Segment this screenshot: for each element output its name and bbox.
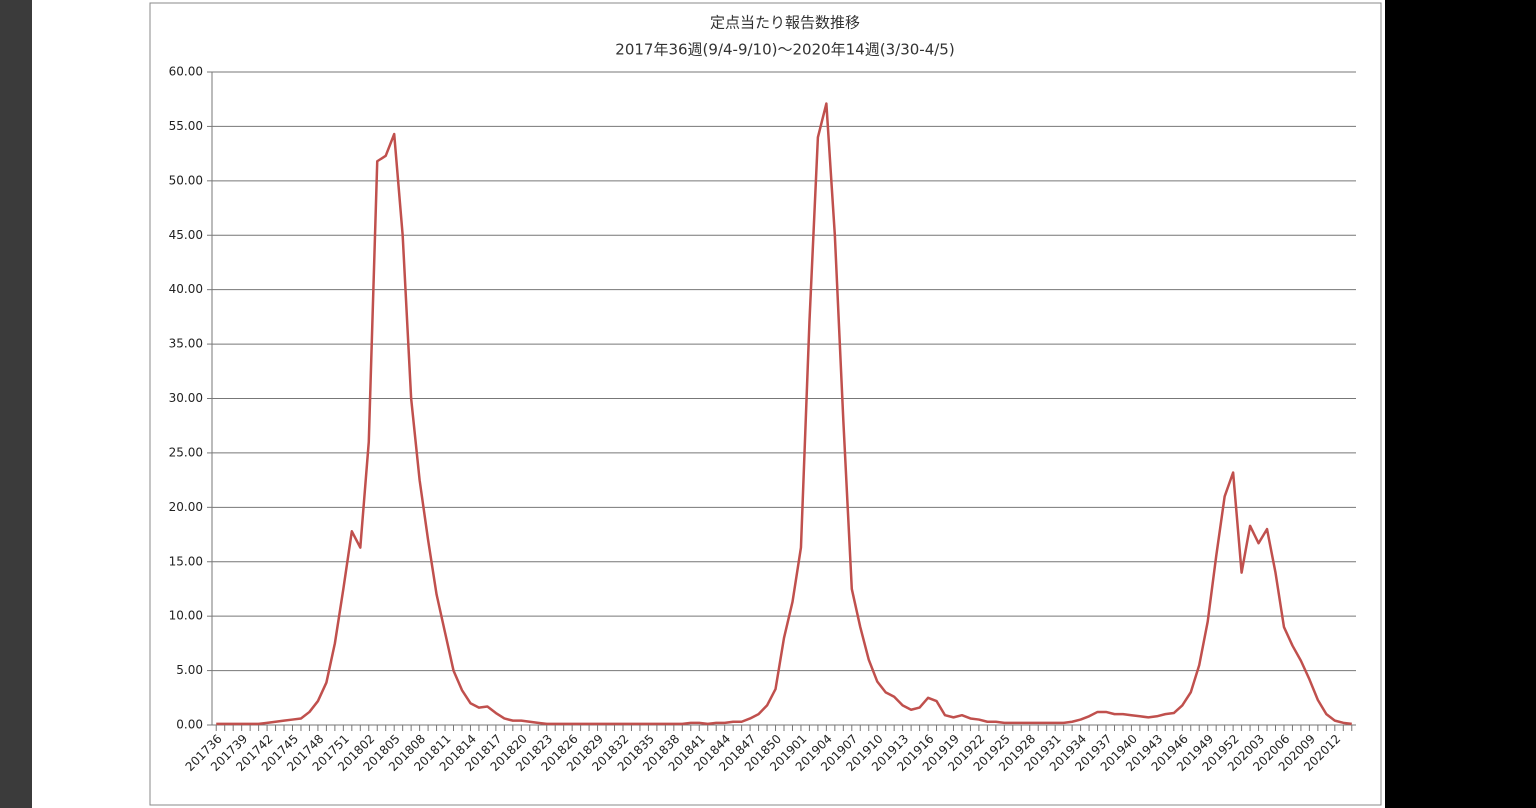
y-tick-label: 30.00: [169, 391, 203, 405]
y-tick-label: 20.00: [169, 500, 203, 514]
y-tick-label: 55.00: [169, 119, 203, 133]
y-tick-label: 45.00: [169, 228, 203, 242]
y-tick-label: 15.00: [169, 554, 203, 568]
chart-frame: [149, 2, 1382, 806]
chart-subtitle: 2017年36週(9/4-9/10)～2020年14週(3/30-4/5): [615, 41, 954, 59]
chart-title: 定点当たり報告数推移: [710, 14, 860, 32]
series-line: [216, 102, 1352, 726]
y-tick-label: 35.00: [169, 337, 203, 351]
y-tick-label: 5.00: [176, 663, 203, 677]
y-tick-label: 10.00: [169, 609, 203, 623]
y-tick-label: 40.00: [169, 282, 203, 296]
y-tick-label: 50.00: [169, 173, 203, 187]
y-tick-label: 25.00: [169, 445, 203, 459]
left-strip: [0, 0, 32, 808]
y-tick-label: 0.00: [176, 718, 203, 732]
y-tick-label: 60.00: [169, 65, 203, 79]
